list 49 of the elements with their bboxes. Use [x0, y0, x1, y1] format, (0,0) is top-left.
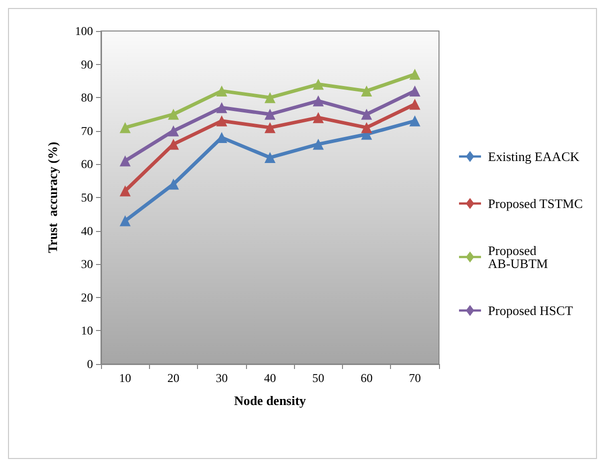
point	[361, 122, 372, 134]
point	[409, 98, 420, 110]
y-tick-label: 80	[81, 90, 93, 105]
y-tick-label: 60	[81, 157, 93, 172]
point	[312, 112, 324, 124]
x-tick-label: 20	[167, 371, 180, 385]
x-tick-label: 60	[360, 371, 373, 385]
point	[312, 78, 324, 90]
y-tick-label: 30	[81, 257, 93, 272]
legend-label: Proposed HSCT	[488, 303, 573, 318]
point	[120, 155, 131, 166]
point	[264, 122, 276, 134]
legend-label: Existing EAACK	[488, 149, 580, 164]
point	[120, 185, 131, 196]
x-axis-title: Node density	[234, 393, 306, 408]
legend-label: Proposed AB-UBTM	[488, 243, 548, 271]
point	[409, 85, 420, 96]
y-tick-label: 10	[81, 324, 93, 338]
point	[312, 95, 324, 106]
point	[216, 85, 228, 96]
y-tick-label: 90	[81, 57, 93, 72]
x-tick-label: 10	[119, 371, 132, 385]
point	[216, 102, 228, 114]
y-tick-label: 0	[87, 357, 93, 371]
x-tick-label: 50	[312, 371, 324, 385]
x-tick-label: 40	[264, 371, 276, 385]
point	[312, 138, 324, 150]
point	[264, 108, 276, 120]
point	[168, 125, 179, 136]
x-tick-label: 30	[216, 371, 228, 385]
y-tick-label: 70	[81, 124, 93, 138]
y-tick-label: 20	[81, 290, 93, 304]
point	[120, 122, 131, 134]
y-tick-label: 100	[75, 24, 93, 38]
y-tick-label: 40	[81, 224, 93, 238]
point	[216, 115, 228, 126]
point	[168, 108, 179, 120]
x-tick-label: 70	[408, 371, 421, 385]
point	[361, 108, 372, 120]
point	[120, 215, 131, 226]
y-axis-title: Trust accuracy (%)	[45, 142, 60, 254]
point	[264, 152, 276, 164]
point	[409, 68, 420, 80]
point	[361, 85, 372, 96]
legend-label: Proposed TSTMC	[488, 196, 583, 211]
point	[409, 115, 420, 126]
y-tick-label: 50	[81, 190, 93, 204]
point	[264, 92, 276, 104]
point	[168, 178, 179, 190]
